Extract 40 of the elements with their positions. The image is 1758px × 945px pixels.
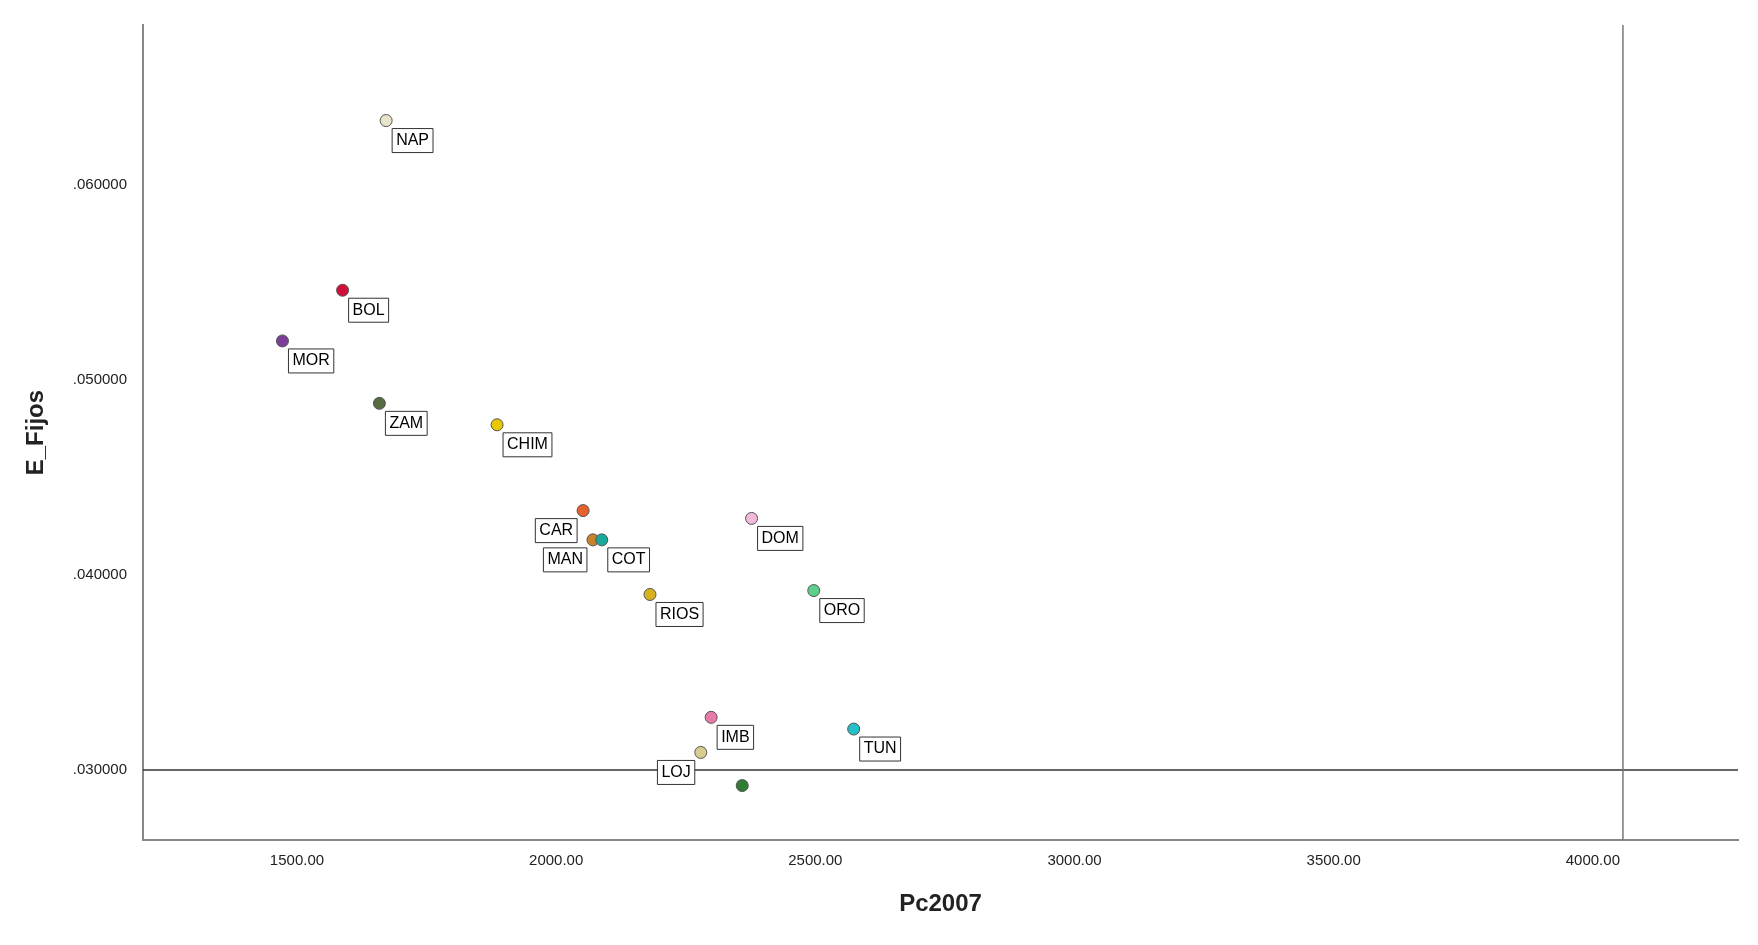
x-tick-label: 2000.00 bbox=[529, 851, 584, 869]
point bbox=[745, 511, 759, 525]
series-label: COT bbox=[611, 550, 646, 568]
series-label: ZAM bbox=[389, 413, 424, 431]
point bbox=[336, 283, 350, 297]
x-tick-label: 3500.00 bbox=[1306, 851, 1361, 869]
point bbox=[379, 114, 393, 128]
series-label: NAP bbox=[396, 130, 430, 148]
point bbox=[643, 587, 657, 601]
series-label: MAN bbox=[547, 550, 583, 568]
point bbox=[847, 722, 861, 736]
y-tick-label: .050000 bbox=[72, 370, 128, 388]
point bbox=[372, 396, 386, 410]
series-label: CHIM bbox=[507, 435, 548, 453]
x-tick-label: 2500.00 bbox=[788, 851, 843, 869]
point bbox=[735, 779, 749, 793]
series-label: RIOS bbox=[659, 604, 700, 622]
series-label: TUN bbox=[863, 739, 897, 757]
point bbox=[807, 584, 821, 598]
series-label: ORO bbox=[823, 600, 861, 618]
point bbox=[490, 418, 504, 432]
series-label: BOL bbox=[352, 300, 385, 318]
y-tick-label: .030000 bbox=[72, 760, 128, 778]
point bbox=[275, 334, 289, 348]
x-tick-label: 1500.00 bbox=[269, 851, 325, 869]
series-label: CAR bbox=[539, 521, 574, 539]
point bbox=[694, 745, 708, 759]
x-axis-title: Pc2007 bbox=[899, 889, 982, 917]
x-tick-label: 4000.00 bbox=[1565, 851, 1620, 869]
x-tick-label: 3000.00 bbox=[1047, 851, 1102, 869]
y-tick-label: .040000 bbox=[72, 565, 128, 583]
y-axis-title: E_Fijos bbox=[21, 389, 49, 476]
point bbox=[595, 533, 609, 547]
series-label: LOJ bbox=[661, 762, 691, 780]
y-tick-label: .060000 bbox=[72, 175, 128, 193]
series-label: MOR bbox=[292, 351, 330, 369]
point bbox=[704, 710, 718, 724]
series-label: IMB bbox=[721, 727, 750, 745]
point bbox=[576, 504, 590, 518]
series-label: DOM bbox=[761, 528, 799, 546]
